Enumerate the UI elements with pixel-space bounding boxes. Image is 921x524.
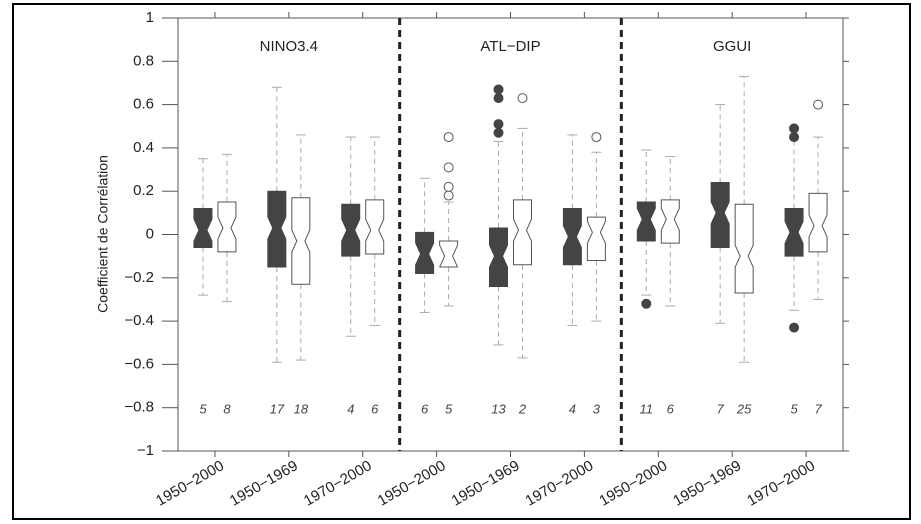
box: [636, 201, 656, 242]
outlier: [443, 190, 454, 201]
y-tick-label: 0.2: [133, 182, 154, 199]
box: [291, 197, 311, 285]
count-label: 25: [736, 401, 752, 416]
box: [734, 203, 754, 294]
box: [784, 208, 804, 257]
outlier: [493, 127, 504, 138]
y-tick-label: −1: [137, 442, 154, 459]
count-label: 18: [294, 401, 309, 416]
x-tick-label: 1950−2000: [596, 457, 670, 509]
box: [193, 208, 213, 248]
outlier: [443, 162, 454, 173]
y-tick-label: 0.8: [133, 52, 154, 69]
count-label: 6: [421, 401, 429, 416]
y-tick-label: 0.6: [133, 96, 154, 113]
count-label: 13: [491, 401, 506, 416]
count-label: 2: [518, 401, 527, 416]
box: [415, 231, 435, 274]
panel-label: NINO3.4: [260, 38, 318, 55]
count-label: 17: [270, 401, 285, 416]
box: [660, 199, 680, 244]
y-axis-label: Coefficient de Corrélation: [95, 155, 111, 313]
x-tick-label: 1950−2000: [153, 457, 227, 509]
box: [808, 192, 828, 253]
x-tick-label: 1970−2000: [744, 457, 818, 509]
outlier: [789, 322, 800, 333]
y-tick-label: −0.8: [124, 399, 154, 416]
outlier: [443, 181, 454, 192]
y-tick-label: 0.4: [133, 139, 154, 156]
x-tick-label: 1970−2000: [522, 457, 596, 509]
y-tick-label: 1: [146, 9, 154, 26]
box: [365, 199, 385, 255]
box: [562, 208, 582, 266]
y-tick-label: −0.2: [124, 269, 154, 286]
box: [439, 240, 459, 268]
count-label: 5: [790, 401, 798, 416]
frame: [12, 3, 911, 520]
x-tick-label: 1950−1969: [449, 457, 523, 509]
x-tick-label: 1950−1969: [227, 457, 301, 509]
box: [217, 201, 237, 253]
y-tick-label: −0.4: [124, 312, 154, 329]
count-label: 7: [717, 401, 725, 416]
outlier: [789, 123, 800, 134]
outlier: [493, 84, 504, 95]
count-label: 7: [814, 401, 822, 416]
count-label: 4: [347, 401, 354, 416]
outlier: [493, 119, 504, 130]
count-label: 8: [223, 401, 231, 416]
count-label: 6: [371, 401, 379, 416]
box: [513, 199, 532, 266]
panel-label: ATL−DIP: [480, 38, 540, 55]
count-label: 4: [569, 401, 576, 416]
count-label: 5: [445, 401, 453, 416]
count-label: 5: [199, 401, 207, 416]
count-label: 6: [667, 401, 675, 416]
box: [586, 216, 606, 261]
outlier: [443, 132, 454, 143]
outlier: [641, 298, 652, 309]
box: [341, 203, 361, 257]
panel-label: GGUI: [713, 38, 751, 55]
y-tick-label: −0.6: [124, 355, 154, 372]
outlier: [789, 132, 800, 143]
x-tick-label: 1950−2000: [375, 457, 449, 509]
outlier: [813, 99, 824, 110]
outlier: [591, 132, 602, 143]
y-tick-label: 0: [146, 225, 154, 242]
x-tick-label: 1970−2000: [301, 457, 375, 509]
count-label: 11: [640, 401, 654, 416]
count-label: 3: [593, 401, 601, 416]
outlier: [517, 93, 528, 104]
box: [267, 190, 287, 268]
outlier: [493, 93, 504, 104]
box: [710, 182, 730, 248]
box: [489, 227, 508, 287]
x-tick-label: 1950−1969: [670, 457, 744, 509]
